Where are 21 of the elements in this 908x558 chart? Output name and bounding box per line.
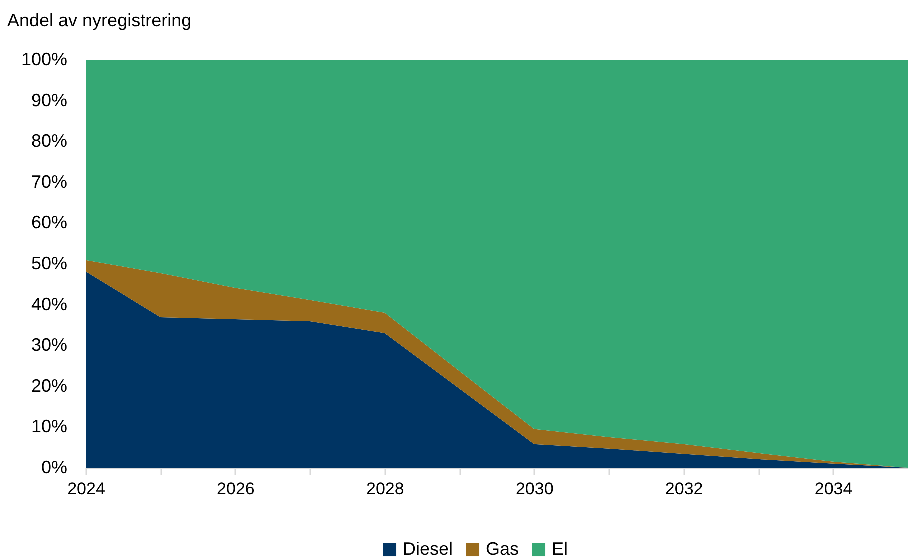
y-tick-label: 10%: [31, 416, 68, 437]
y-tick-label: 50%: [31, 254, 68, 274]
legend-label: Diesel: [403, 539, 454, 558]
x-tick-label: 2032: [665, 480, 704, 498]
y-tick-label: 20%: [31, 376, 68, 396]
y-tick-label: 0%: [41, 458, 68, 478]
x-tick-label: 2028: [366, 480, 404, 498]
y-axis-title: Andel av nyregistrering: [8, 10, 192, 30]
legend-label: El: [552, 539, 568, 558]
y-tick-label: 60%: [31, 212, 68, 233]
x-tick-label: 2034: [814, 480, 853, 498]
y-tick-label: 100%: [21, 50, 68, 70]
y-tick-label: 40%: [31, 294, 68, 314]
x-tick-label: 2030: [516, 480, 554, 498]
y-tick-label: 30%: [31, 335, 68, 356]
y-tick-label: 90%: [31, 90, 68, 110]
legend-label: Gas: [486, 539, 520, 558]
y-tick-label: 80%: [31, 131, 68, 152]
x-tick-label: 2024: [68, 480, 106, 498]
x-tick-label: 2026: [217, 480, 255, 498]
y-tick-label: 70%: [31, 172, 68, 192]
